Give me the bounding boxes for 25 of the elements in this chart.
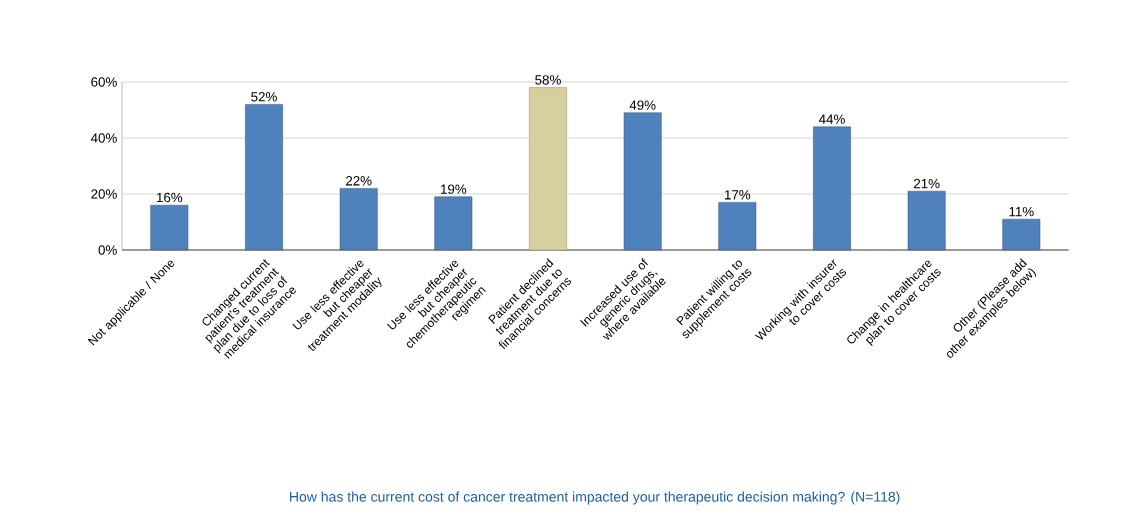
- y-tick-label: 60%: [91, 77, 117, 87]
- bar: [150, 204, 189, 251]
- bar: [434, 196, 473, 251]
- data-label: 49%: [629, 100, 656, 110]
- bar: [623, 112, 662, 251]
- data-label: 17%: [725, 190, 751, 200]
- y-tick-label: 0%: [98, 245, 117, 255]
- data-label: 58%: [535, 75, 561, 85]
- bar: [907, 190, 946, 251]
- text: How has the current cost of cancer treatment impacted your therapeutic decision making? (N=118): [290, 491, 900, 505]
- data-label: 44%: [818, 114, 845, 124]
- bar: [339, 188, 378, 251]
- bar: [245, 104, 283, 251]
- y-tick-label: 40%: [90, 133, 117, 143]
- data-label: 19%: [441, 184, 467, 194]
- y-tick-label: 20%: [91, 189, 117, 199]
- bar: [718, 202, 757, 251]
- bar: [813, 126, 851, 251]
- data-label: 21%: [913, 178, 940, 189]
- data-label: 16%: [157, 192, 183, 203]
- data-label: 22%: [346, 176, 372, 186]
- data-label: 11%: [1009, 206, 1034, 217]
- data-label: 52%: [251, 92, 277, 102]
- bar: [1002, 218, 1041, 251]
- bar: [529, 87, 567, 251]
